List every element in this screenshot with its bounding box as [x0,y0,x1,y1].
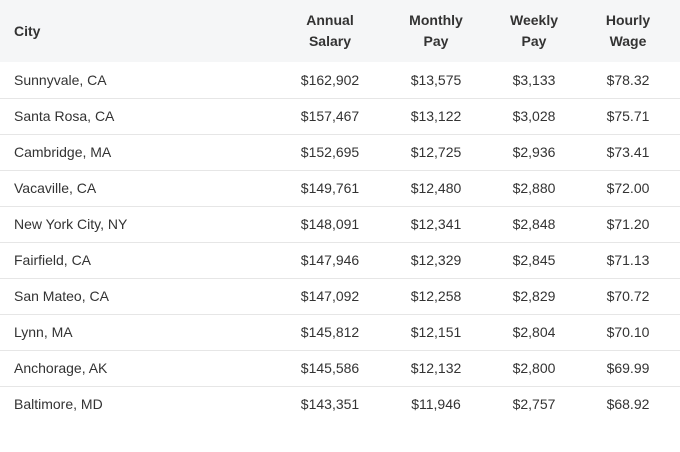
cell-monthly: $12,341 [410,216,462,232]
cell-hourly: $70.72 [606,288,650,304]
table-row: Anchorage, AK $145,586 $12,132 $2,800 $69.99 [0,350,680,386]
cell-monthly: $12,480 [410,180,462,196]
cell-annual: $152,695 [300,144,360,160]
salary-table: City Annual Salary Monthly Pay Weekly Pa… [0,0,680,422]
cell-annual: $147,092 [300,288,360,304]
cell-monthly: $13,122 [410,108,462,124]
cell-hourly: $75.71 [606,108,650,124]
cell-annual: $157,467 [300,108,360,124]
cell-city: San Mateo, CA [14,288,109,304]
table-header: City Annual Salary Monthly Pay Weekly Pa… [0,0,680,62]
header-annual-salary: Annual Salary [280,0,380,62]
table-row: New York City, NY $148,091 $12,341 $2,848 $7… [0,206,680,242]
cell-annual: $145,812 [300,324,360,340]
cell-hourly: $68.92 [606,396,650,413]
header-weekly-pay: Weekly Pay [492,0,576,62]
table-row: San Mateo, CA $147,092 $12,258 $2,829 $70.72 [0,278,680,314]
cell-monthly: $12,151 [410,324,462,340]
cell-weekly: $2,880 [512,180,556,196]
cell-city: Baltimore, MD [14,396,103,413]
cell-weekly: $2,804 [512,324,556,340]
cell-weekly: $2,936 [512,144,556,160]
cell-weekly: $2,848 [512,216,556,232]
header-row: City Annual Salary Monthly Pay Weekly Pa… [0,0,680,62]
cell-city: Anchorage, AK [14,360,108,376]
header-monthly-pay: Monthly Pay [380,0,492,62]
cell-city: New York City, NY [14,216,128,232]
cell-monthly: $12,329 [410,252,462,268]
cell-weekly: $2,800 [512,360,556,376]
cell-hourly: $70.10 [606,324,650,340]
header-hourly-line2: Wage [609,33,647,49]
header-city: City [14,22,41,39]
cell-hourly: $72.00 [606,180,650,196]
cell-city: Sunnyvale, CA [14,71,107,88]
header-hourly-line1: Hourly [605,12,651,28]
cell-hourly: $71.20 [606,216,650,232]
cell-hourly: $73.41 [606,144,650,160]
header-annual-line1: Annual [306,12,354,28]
header-monthly-line2: Pay [423,33,449,49]
cell-annual: $143,351 [300,396,360,413]
cell-city: Lynn, MA [14,324,73,340]
cell-monthly: $12,132 [410,360,462,376]
cell-city: Santa Rosa, CA [14,108,115,124]
cell-annual: $145,586 [300,360,360,376]
cell-weekly: $2,845 [512,252,556,268]
table-body: Sunnyvale, CA $162,902 $13,575 $3,133 $78.32… [0,62,680,422]
cell-annual: $162,902 [300,71,360,88]
cell-monthly: $12,258 [410,288,462,304]
header-monthly-line1: Monthly [409,12,463,28]
cell-annual: $149,761 [300,180,360,196]
table-row: Santa Rosa, CA $157,467 $13,122 $3,028 $75.7… [0,98,680,134]
table-row: Vacaville, CA $149,761 $12,480 $2,880 $72.00 [0,170,680,206]
cell-monthly: $11,946 [411,396,461,413]
cell-annual: $147,946 [300,252,360,268]
cell-annual: $148,091 [300,216,360,232]
table-row: Sunnyvale, CA $162,902 $13,575 $3,133 $78.32 [0,62,680,98]
cell-weekly: $2,829 [512,288,556,304]
header-weekly-line1: Weekly [510,12,558,28]
cell-city: Fairfield, CA [14,252,92,268]
cell-weekly: $3,028 [512,108,556,124]
cell-hourly: $71.13 [606,252,650,268]
cell-city: Vacaville, CA [14,180,97,196]
header-annual-line2: Salary [308,33,352,49]
header-hourly-wage: Hourly Wage [576,0,680,62]
table-row: Cambridge, MA $152,695 $12,725 $2,936 $73.41 [0,134,680,170]
table-row: Baltimore, MD $143,351 $11,946 $2,757 $68.92 [0,386,680,422]
table-row: Lynn, MA $145,812 $12,151 $2,804 $70.10 [0,314,680,350]
cell-hourly: $69.99 [606,360,650,376]
cell-weekly: $3,133 [512,71,556,88]
header-weekly-line2: Pay [521,33,547,49]
cell-city: Cambridge, MA [14,144,112,160]
cell-weekly: $2,757 [512,396,556,413]
cell-hourly: $78.32 [606,71,650,88]
table-row: Fairfield, CA $147,946 $12,329 $2,845 $71.13 [0,242,680,278]
cell-monthly: $12,725 [410,144,462,160]
cell-monthly: $13,575 [410,71,462,88]
